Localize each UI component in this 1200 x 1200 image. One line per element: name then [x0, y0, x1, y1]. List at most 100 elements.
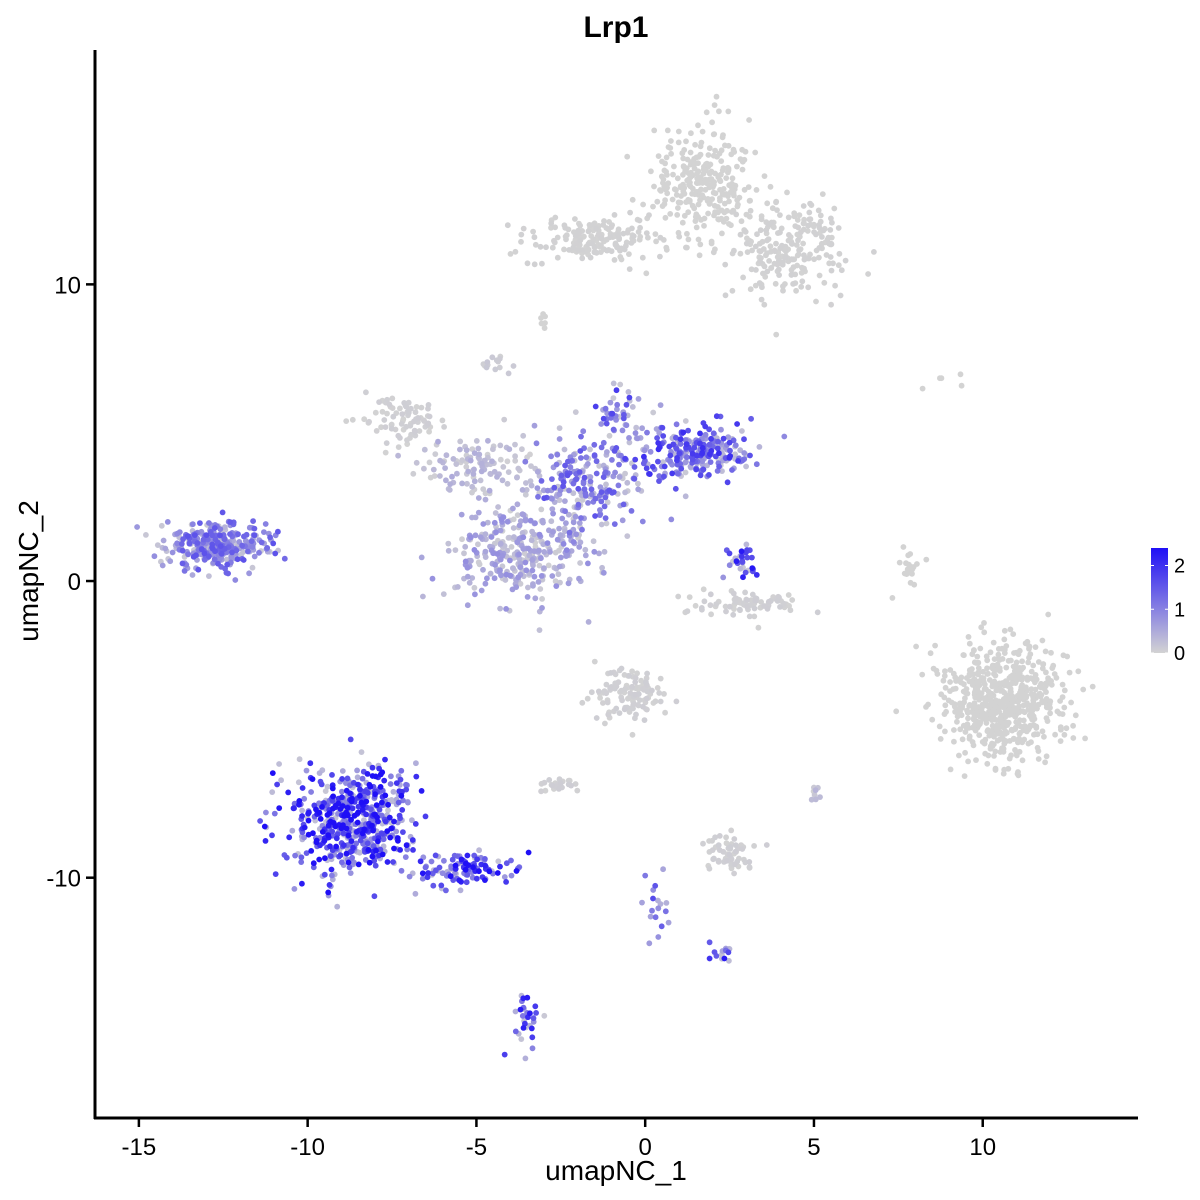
data-point	[462, 558, 469, 565]
data-point	[551, 484, 558, 491]
data-point	[676, 450, 683, 457]
data-point	[832, 282, 838, 289]
data-point	[601, 503, 608, 510]
data-point	[420, 593, 426, 600]
data-point	[343, 850, 350, 857]
data-point	[703, 109, 710, 116]
data-point	[758, 216, 765, 223]
data-point	[1082, 735, 1088, 742]
data-point	[513, 868, 520, 874]
data-point	[504, 480, 511, 487]
data-point	[508, 544, 515, 550]
data-point	[536, 531, 543, 538]
data-point	[398, 767, 405, 774]
data-point	[426, 413, 433, 420]
data-point	[838, 267, 845, 274]
data-point	[652, 698, 659, 705]
data-point	[308, 789, 314, 795]
data-point	[471, 547, 478, 553]
data-point	[343, 418, 350, 424]
data-point	[747, 286, 754, 293]
data-point	[630, 701, 637, 708]
data-point	[674, 212, 681, 218]
data-point	[947, 688, 953, 694]
data-point	[651, 127, 658, 134]
data-point	[1026, 724, 1033, 731]
data-point	[482, 548, 489, 555]
data-point	[606, 432, 613, 439]
data-point	[763, 842, 770, 848]
data-point	[355, 781, 361, 788]
data-point	[600, 222, 607, 228]
data-point	[706, 145, 713, 152]
data-point	[707, 459, 714, 465]
data-point	[798, 229, 804, 236]
data-point	[189, 521, 196, 528]
data-point	[613, 705, 620, 712]
data-point	[497, 442, 504, 449]
data-point	[425, 870, 431, 876]
data-point	[732, 595, 739, 601]
data-point	[475, 541, 481, 548]
data-point	[980, 678, 987, 685]
data-point	[245, 548, 251, 555]
data-point	[507, 251, 514, 257]
data-point	[296, 756, 303, 763]
data-point	[619, 517, 626, 524]
data-point	[976, 713, 983, 720]
data-point	[986, 677, 993, 683]
chart-title: Lrp1	[583, 11, 648, 44]
data-point	[716, 833, 723, 839]
data-point	[457, 446, 463, 453]
data-point	[437, 473, 443, 479]
data-point	[706, 955, 713, 962]
data-point	[693, 224, 700, 231]
data-point	[806, 216, 813, 223]
data-point	[1001, 627, 1008, 634]
data-point	[513, 584, 520, 590]
data-point	[665, 919, 672, 926]
data-point	[1039, 728, 1046, 735]
data-point	[557, 780, 564, 787]
data-point	[700, 466, 707, 473]
data-point	[595, 688, 602, 695]
data-point	[720, 435, 727, 442]
data-point	[344, 804, 351, 811]
data-point	[299, 785, 306, 791]
data-point	[421, 465, 427, 472]
data-point	[951, 703, 958, 710]
data-point	[751, 613, 758, 620]
data-point	[504, 222, 511, 229]
data-point	[739, 846, 746, 852]
data-point	[556, 563, 563, 570]
data-point	[310, 864, 317, 871]
data-point	[477, 534, 484, 540]
data-point	[676, 233, 683, 240]
data-point	[641, 447, 648, 454]
data-point	[382, 792, 389, 799]
data-point	[600, 415, 607, 422]
data-point	[541, 1012, 548, 1019]
data-point	[270, 540, 277, 547]
data-point	[729, 287, 736, 294]
data-point	[528, 537, 535, 544]
data-point	[541, 779, 548, 786]
data-point	[1006, 707, 1012, 714]
data-point	[699, 458, 706, 465]
data-point	[602, 405, 609, 412]
data-point	[495, 504, 501, 510]
data-point	[593, 225, 600, 232]
data-point	[1004, 719, 1010, 726]
y-axis-title: umapNC_2	[13, 500, 44, 642]
data-point	[760, 270, 766, 277]
data-point	[723, 608, 729, 615]
data-point	[375, 838, 381, 845]
data-point	[753, 461, 760, 468]
data-point	[722, 261, 729, 268]
data-point	[393, 780, 400, 786]
data-point	[445, 540, 452, 547]
data-point	[329, 785, 336, 792]
data-point	[811, 256, 817, 263]
data-point	[706, 472, 712, 478]
data-point	[447, 481, 454, 487]
